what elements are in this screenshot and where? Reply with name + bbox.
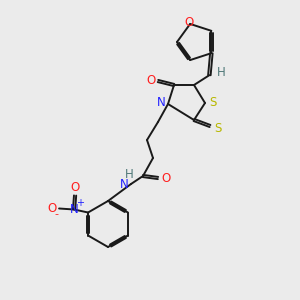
Text: S: S	[214, 122, 222, 134]
Text: H: H	[124, 169, 134, 182]
Text: O: O	[47, 202, 57, 215]
Text: O: O	[161, 172, 171, 184]
Text: +: +	[76, 199, 84, 208]
Text: O: O	[184, 16, 194, 29]
Text: -: -	[54, 209, 58, 220]
Text: N: N	[157, 97, 165, 110]
Text: H: H	[217, 66, 226, 79]
Text: S: S	[209, 95, 217, 109]
Text: N: N	[70, 203, 79, 216]
Text: O: O	[146, 74, 156, 86]
Text: N: N	[120, 178, 128, 190]
Text: O: O	[70, 181, 80, 194]
